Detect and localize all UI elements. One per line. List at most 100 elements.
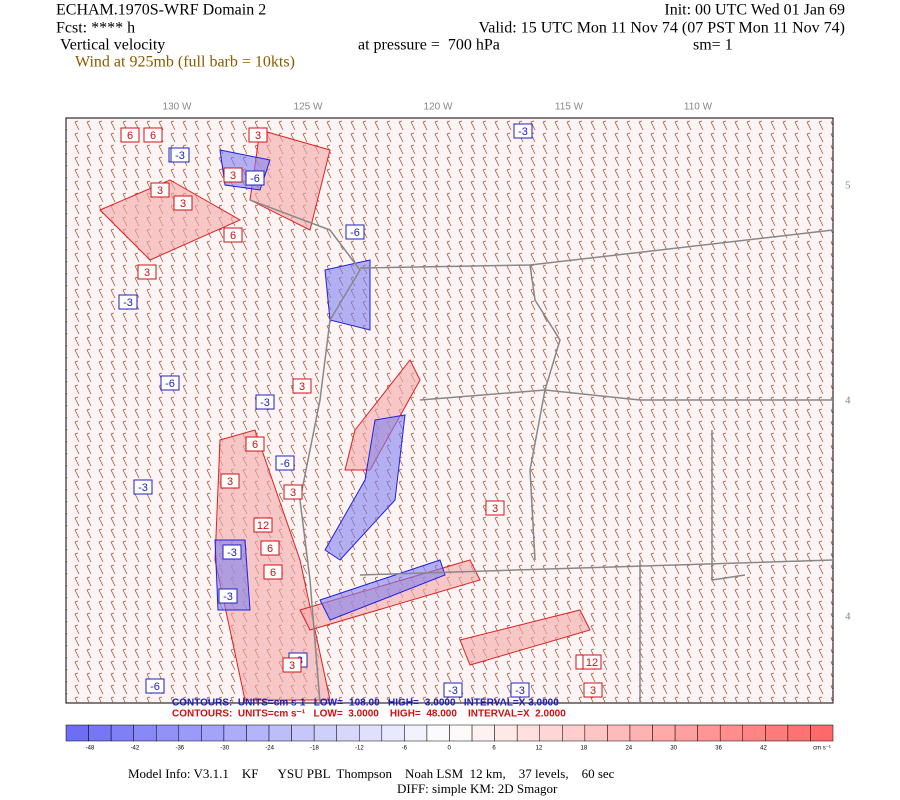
- contour-label: -3: [518, 126, 528, 138]
- colorbar-swatch: [742, 724, 766, 742]
- header-text: Fcst: **** h: [56, 20, 135, 37]
- contour-label-box: [160, 375, 180, 391]
- colorbar-tick-label: -42: [131, 746, 140, 752]
- colorbar-swatch: [359, 724, 383, 742]
- contour-label-box: [222, 544, 242, 560]
- contour-label: 12: [586, 657, 598, 669]
- contour-label-box: [170, 147, 190, 163]
- contour-label-box: [255, 394, 275, 410]
- lon-label: 125 W: [294, 102, 323, 113]
- lon-label: 110 W: [684, 102, 713, 113]
- colorbar-swatch: [201, 724, 225, 742]
- contour-label: 3: [230, 170, 236, 182]
- contour-label: -3: [123, 297, 133, 309]
- colorbar-swatch: [404, 724, 428, 742]
- contour-label: -3: [223, 591, 233, 603]
- colorbar-swatch: [652, 724, 676, 742]
- map: [65, 117, 834, 704]
- contour-label-box: [283, 484, 303, 500]
- contour-label-box: [223, 167, 243, 183]
- contour-label-box: [582, 654, 602, 670]
- colorbar-swatch: [110, 724, 134, 742]
- contour-info: CONTOURS: UNITS=cm s-1 LOW= -108.00 HIGH…: [172, 698, 559, 709]
- contour-label-box: [118, 294, 138, 310]
- colorbar-swatch: [787, 724, 811, 742]
- coastline: [249, 199, 361, 704]
- contour-label-box: [275, 455, 295, 471]
- colorbar-swatch: [584, 724, 608, 742]
- colorbar-swatch: [65, 724, 89, 742]
- contour-label-box: [513, 123, 533, 139]
- contour-label-box: [133, 479, 153, 495]
- lat-label: 4: [845, 395, 851, 407]
- header-text: Vertical velocity: [60, 37, 165, 54]
- contour-label-box: [143, 127, 163, 143]
- colorbar-tick-label: 0: [448, 746, 452, 752]
- contour-label: -3: [260, 397, 270, 409]
- contour-label: 6: [252, 439, 258, 451]
- contour-label-box: [263, 564, 283, 580]
- lon-label: 120 W: [424, 102, 453, 113]
- colorbar-swatch: [381, 724, 405, 742]
- colorbar-swatch: [291, 724, 315, 742]
- contour-label: -3: [175, 150, 185, 162]
- colorbar-tick-label: 12: [536, 746, 543, 752]
- lon-label: 115 W: [555, 102, 584, 113]
- colorbar-swatch: [494, 724, 518, 742]
- contour-label-box: [443, 682, 463, 698]
- contour-info: CONTOURS: UNITS=cm s⁻¹ LOW= 3.0000 HIGH=…: [172, 709, 566, 720]
- colorbar-swatch: [88, 724, 112, 742]
- map-labels: 130 W 125 W 120 W 115 W 110 W 5 4 4 6 6 -3 3 3 6 -6 3 -3…: [118, 102, 851, 698]
- colorbar: -48 -42 -36 -30 -24 -18 -12 -6 0 6 12 18 24 30 36 42 cm …: [65, 724, 834, 752]
- header-text: Valid: 15 UTC Mon 11 Nov 74 (07 PST Mon …: [478, 20, 845, 37]
- contour-region: [324, 414, 406, 561]
- boundaries: [249, 199, 834, 704]
- colorbar-swatch: [426, 724, 450, 742]
- contour-label-box: [583, 682, 603, 698]
- colorbar-swatch: [719, 724, 744, 742]
- contour-label-box: [260, 540, 280, 556]
- contour-label: 12: [257, 520, 269, 532]
- colorbar-swatch: [674, 724, 698, 742]
- contour-label: 6: [150, 130, 156, 142]
- lat-label: 5: [845, 180, 851, 192]
- contour-label: 3: [227, 476, 233, 488]
- colorbar-tick-label: -18: [310, 746, 319, 752]
- colorbar-swatch: [539, 724, 563, 742]
- contour-label-box: [220, 473, 240, 489]
- colorbar-swatch: [313, 724, 337, 742]
- contour-label-box: [150, 182, 170, 198]
- footer-text: Model Info: V3.1.1 KF YSU PBL Thompson N…: [128, 766, 615, 781]
- header-text: Wind at 925mb (full barb = 10kts): [75, 54, 295, 71]
- colorbar-tick-label: 6: [492, 746, 496, 752]
- colorbar-swatch: [562, 724, 586, 742]
- contour-label-box: [120, 127, 140, 143]
- contour-label: -3: [138, 482, 148, 494]
- colorbar-swatch: [516, 724, 540, 742]
- contour-label: 6: [267, 543, 273, 555]
- colorbar-swatch: [449, 724, 473, 742]
- colorbar-swatch: [629, 724, 653, 742]
- lat-label: 4: [845, 611, 851, 623]
- contour-region: [324, 259, 371, 331]
- colorbar-swatch: [133, 724, 157, 742]
- colorbar-tick-label: -6: [402, 746, 408, 752]
- contour-region: [99, 179, 242, 261]
- contour-label: 3: [590, 685, 596, 697]
- colorbar-tick-label: -30: [220, 746, 229, 752]
- contour-label: 6: [127, 130, 133, 142]
- colorbar-swatch: [268, 724, 292, 742]
- contour-label: -3: [515, 685, 525, 697]
- contour-label: 6: [270, 567, 276, 579]
- contour-label-box: [253, 517, 273, 533]
- contour-label-box: [245, 436, 265, 452]
- contour-label: 6: [230, 230, 236, 242]
- contour-label: 3: [299, 381, 305, 393]
- contour-label-box: [223, 227, 243, 243]
- colorbar-unit: cm s⁻¹: [813, 746, 831, 752]
- colorbar-swatch: [765, 724, 789, 742]
- footer-text: DIFF: simple KM: 2D Smagor: [397, 781, 558, 796]
- colorbar-swatch: [336, 724, 360, 742]
- contour-label: -6: [165, 378, 175, 390]
